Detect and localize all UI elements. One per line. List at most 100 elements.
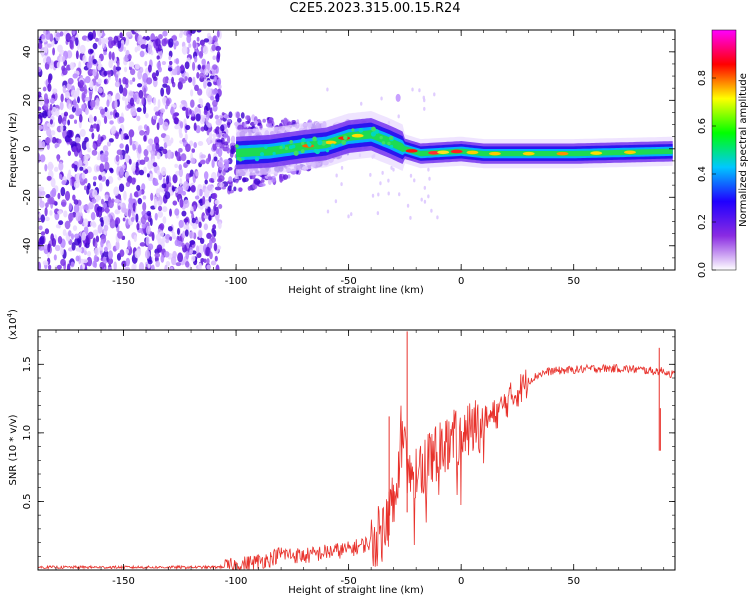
noise-blob xyxy=(203,109,208,115)
noise-blob xyxy=(197,64,202,71)
noise-blob xyxy=(360,101,363,106)
noise-blob xyxy=(121,260,127,268)
noise-blob xyxy=(75,110,82,117)
noise-blob xyxy=(179,121,184,129)
noise-blob xyxy=(67,119,71,126)
noise-blob xyxy=(164,264,168,270)
noise-blob xyxy=(224,162,230,170)
noise-blob xyxy=(95,235,100,243)
x-tick-label: 50 xyxy=(567,276,580,287)
noise-blob xyxy=(236,111,240,119)
noise-blob xyxy=(198,221,202,229)
noise-blob xyxy=(340,182,343,187)
noise-blob xyxy=(211,192,218,200)
noise-blob xyxy=(326,209,330,214)
noise-blob xyxy=(101,38,105,49)
noise-blob xyxy=(154,111,160,116)
noise-blob xyxy=(196,187,200,198)
noise-blob xyxy=(97,209,103,218)
noise-blob xyxy=(52,47,56,56)
noise-blob xyxy=(118,183,125,192)
noise-blob xyxy=(60,93,64,103)
noise-blob xyxy=(169,191,174,196)
noise-blob xyxy=(80,128,86,138)
snr-series-line xyxy=(38,363,675,570)
noise-blob xyxy=(178,219,184,229)
noise-blob xyxy=(202,45,209,55)
colorbar-tick-label: 0.6 xyxy=(697,118,708,134)
noise-blob xyxy=(51,106,58,116)
signal-cluster xyxy=(317,139,323,146)
noise-blob xyxy=(177,252,184,263)
noise-blob xyxy=(182,230,186,239)
noise-blob xyxy=(172,174,178,184)
noise-blob xyxy=(122,87,128,97)
signal-cluster xyxy=(272,151,276,156)
noise-blob xyxy=(156,122,160,131)
noise-blob xyxy=(49,103,53,111)
noise-blob xyxy=(45,202,49,208)
noise-blob xyxy=(74,233,80,239)
noise-blob xyxy=(42,124,48,131)
noise-blob xyxy=(55,224,61,229)
noise-blob xyxy=(97,87,103,94)
noise-blob xyxy=(103,51,107,56)
noise-blob xyxy=(83,185,88,191)
noise-blob xyxy=(145,236,150,246)
noise-blob xyxy=(162,177,166,185)
noise-blob xyxy=(102,256,108,265)
noise-blob xyxy=(136,107,142,113)
y-tick-label: -40 xyxy=(22,238,33,254)
noise-blob xyxy=(51,136,57,144)
noise-blob xyxy=(189,249,193,254)
noise-blob xyxy=(157,205,163,212)
noise-blob xyxy=(159,146,164,151)
noise-blob xyxy=(38,140,43,149)
noise-blob xyxy=(186,222,190,231)
noise-blob xyxy=(117,40,122,49)
noise-blob xyxy=(71,146,77,153)
noise-blob xyxy=(193,204,197,211)
noise-blob xyxy=(174,208,180,216)
noise-blob xyxy=(100,153,106,163)
noise-blob xyxy=(107,257,114,265)
noise-blob xyxy=(207,81,212,87)
noise-blob xyxy=(199,72,205,79)
snr-spikes xyxy=(388,331,661,536)
noise-blob xyxy=(203,258,207,263)
noise-blob xyxy=(50,177,56,188)
noise-blob xyxy=(124,36,130,46)
noise-blob xyxy=(153,106,159,113)
noise-blob xyxy=(143,166,147,174)
noise-blob xyxy=(262,118,266,123)
noise-blob xyxy=(217,147,223,158)
noise-blob xyxy=(212,55,217,61)
noise-blob xyxy=(132,111,138,116)
noise-blob xyxy=(139,159,146,165)
signal-cluster xyxy=(381,141,386,145)
noise-blob xyxy=(206,258,210,265)
noise-blob xyxy=(159,223,165,231)
noise-blob xyxy=(143,156,150,163)
noise-blob xyxy=(57,44,63,53)
noise-blob xyxy=(205,116,209,126)
noise-blob xyxy=(168,55,172,61)
noise-blob xyxy=(44,207,48,217)
noise-blob xyxy=(180,99,187,105)
noise-blob xyxy=(59,101,64,111)
noise-blob xyxy=(190,89,194,97)
noise-blob xyxy=(211,88,218,95)
noise-blob xyxy=(137,144,142,154)
noise-blob xyxy=(198,98,202,104)
noise-blob xyxy=(142,195,147,200)
noise-blob xyxy=(138,89,144,99)
noise-blob xyxy=(171,35,178,41)
noise-blob xyxy=(131,165,136,172)
noise-blob xyxy=(387,191,390,196)
noise-blob xyxy=(185,107,189,117)
noise-blob xyxy=(199,204,204,210)
noise-blob xyxy=(392,167,395,172)
snr-frame xyxy=(37,329,676,571)
noise-blob xyxy=(97,133,101,144)
signal-cluster xyxy=(351,128,355,132)
